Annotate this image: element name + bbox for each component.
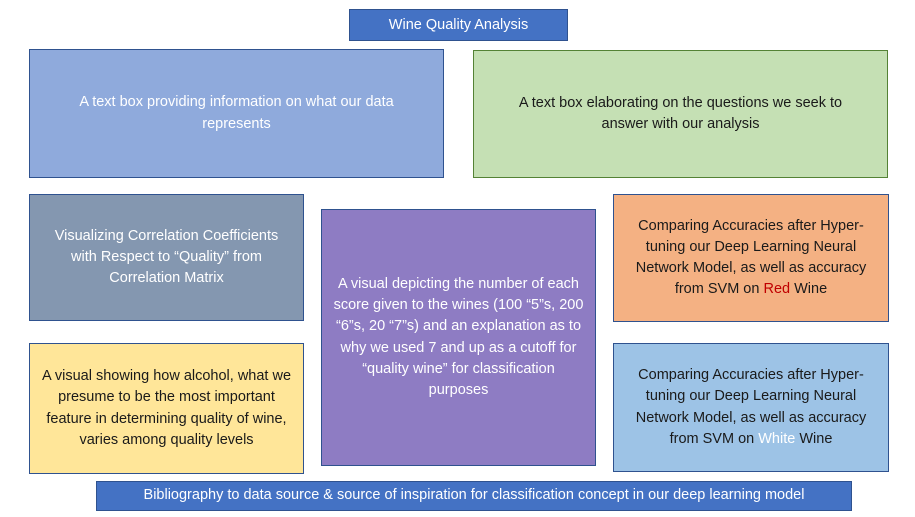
- data-info-text: A text box providing information on what…: [79, 94, 394, 132]
- white-wine-text-suffix: Wine: [795, 430, 833, 447]
- white-wine-text-prefix: Comparing Accuracies after Hyper-tuning …: [635, 367, 867, 447]
- red-wine-text-suffix: Wine: [790, 281, 828, 298]
- questions-text: A text box elaborating on the questions …: [518, 94, 843, 132]
- alcohol-box: A visual showing how alcohol, what we pr…: [29, 343, 304, 474]
- red-wine-text-prefix: Comparing Accuracies after Hyper-tuning …: [635, 217, 867, 298]
- bibliography-text: Bibliography to data source & source of …: [143, 487, 805, 504]
- white-wine-accuracy-box: Comparing Accuracies after Hyper-tuning …: [613, 343, 889, 472]
- diagram-title: Wine Quality Analysis: [349, 9, 568, 41]
- score-count-text: A visual depicting the number of each sc…: [333, 276, 584, 398]
- questions-box: A text box elaborating on the questions …: [473, 50, 888, 178]
- data-info-box: A text box providing information on what…: [29, 49, 444, 178]
- white-wine-accuracy-text: Comparing Accuracies after Hyper-tuning …: [624, 365, 878, 449]
- red-wine-highlight: Red: [763, 281, 791, 298]
- alcohol-text: A visual showing how alcohol, what we pr…: [41, 368, 292, 448]
- red-wine-accuracy-text: Comparing Accuracies after Hyper-tuning …: [624, 216, 878, 300]
- correlation-text: Visualizing Correlation Coefficients wit…: [54, 227, 279, 286]
- bibliography-box: Bibliography to data source & source of …: [96, 481, 852, 511]
- score-count-box: A visual depicting the number of each sc…: [321, 209, 596, 466]
- red-wine-accuracy-box: Comparing Accuracies after Hyper-tuning …: [613, 194, 889, 322]
- diagram-title-text: Wine Quality Analysis: [388, 16, 529, 33]
- correlation-box: Visualizing Correlation Coefficients wit…: [29, 194, 304, 321]
- white-wine-highlight: White: [758, 430, 796, 447]
